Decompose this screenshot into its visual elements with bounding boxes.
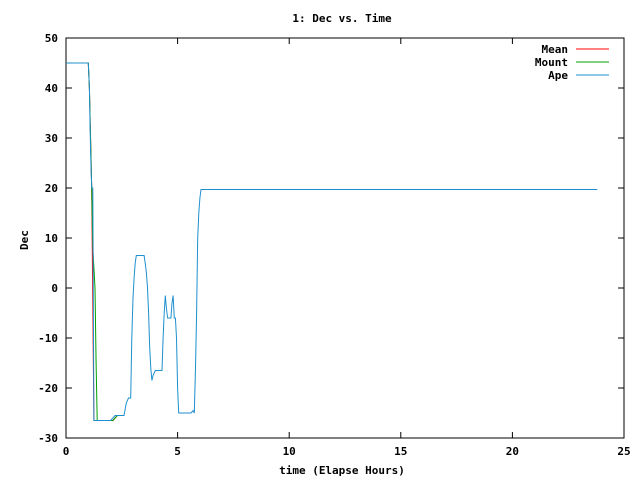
series-line-mean	[66, 62, 124, 421]
x-tick-label: 20	[506, 445, 519, 458]
y-tick-label: -10	[38, 332, 58, 345]
y-tick-label: 50	[45, 32, 58, 45]
legend-label-mount: Mount	[535, 56, 568, 69]
legend-label-ape: Ape	[548, 69, 568, 82]
x-tick-label: 25	[617, 445, 630, 458]
chart-title: 1: Dec vs. Time	[292, 12, 392, 25]
y-tick-label: 20	[45, 182, 58, 195]
x-axis-label: time (Elapse Hours)	[279, 464, 405, 477]
y-tick-label: -20	[38, 382, 58, 395]
y-tick-label: 30	[45, 132, 58, 145]
series-line-mount	[66, 62, 124, 421]
series-lines	[66, 62, 598, 421]
axis-ticks: -30 -20 -10 0 10 20 30 40 50 0 5 10 15 20 25	[38, 32, 631, 458]
x-tick-label: 15	[394, 445, 407, 458]
legend-label-mean: Mean	[542, 43, 569, 56]
y-tick-label: 10	[45, 232, 58, 245]
y-tick-label: 0	[51, 282, 58, 295]
x-tick-label: 10	[283, 445, 296, 458]
plot-frame	[65, 37, 625, 439]
y-axis-label: Dec	[18, 230, 31, 250]
x-tick-label: 5	[174, 445, 181, 458]
y-tick-label: -30	[38, 432, 58, 445]
y-tick-label: 40	[45, 82, 58, 95]
x-tick-label: 0	[63, 445, 70, 458]
series-line-ape	[66, 62, 598, 421]
